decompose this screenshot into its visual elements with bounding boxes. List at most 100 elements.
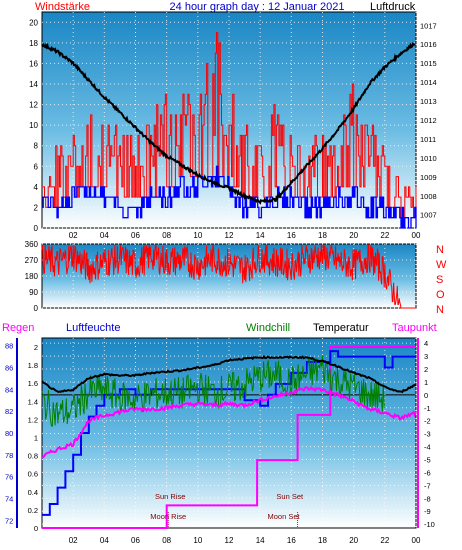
temperatur-tick-label: -1 [424,404,431,413]
windstaerke-tick-label: 14 [29,80,38,89]
luftfeuchte-series [42,350,416,516]
luftfeuchte-tick-label: 76 [5,473,13,482]
windstaerke-label: Windstärke [35,1,90,13]
temperatur-tick-label: -2 [424,417,431,426]
direction-tick-label: 360 [25,240,39,249]
time-tick-label: 18 [318,231,327,240]
time-tick-label: 14 [256,231,265,240]
temperature-humidity-plot-area [41,337,417,529]
windstaerke-tick-label: 2 [34,203,39,212]
time-tick-label: 04 [100,231,109,240]
time-tick-label: 06 [131,536,140,545]
temperature-humidity-series [41,346,417,529]
time-tick-label: 20 [349,536,358,545]
regen-tick-label: 1.2 [28,415,38,424]
luftfeuchte-tick-label: 82 [5,407,13,416]
windstaerke-tick-label: 4 [34,183,39,192]
luftdruck-tick-label: 1011 [420,135,436,144]
windstaerke-tick-label: 0 [34,224,39,233]
time-tick-label: 00 [412,536,421,545]
time-axis-ticks-bottom: 02 04 06 08 10 12 14 16 18 20 22 00 [69,536,421,545]
time-tick-label: 12 [225,536,234,545]
windstaerke-tick-label: 6 [34,162,39,171]
time-tick-label: 22 [380,231,389,240]
regen-tick-label: 1.8 [28,361,38,370]
time-tick-label: 12 [225,231,234,240]
luftdruck-tick-label: 1014 [420,78,437,87]
moon-set-label: Moon Set [267,512,300,521]
compass-label: N [436,304,444,316]
regen-tick-label: 0 [34,524,38,533]
direction-tick-label: 0 [34,304,39,313]
temperatur-tick-label: 0 [424,391,428,400]
windstaerke-tick-label: 18 [29,39,38,48]
time-tick-label: 10 [193,536,202,545]
time-axis-ticks: 02 04 06 08 10 12 14 16 18 20 22 00 [69,231,421,240]
temperatur-tick-label: -10 [424,520,435,529]
taupunkt-series [41,385,417,459]
sun-moon-markers: Sun Rise Moon Rise Sun Set Moon Set [150,492,304,528]
windchill-label: Windchill [246,322,290,334]
time-tick-label: 04 [100,536,109,545]
luftdruck-tick-label: 1010 [420,154,437,163]
windchill-series [41,355,385,427]
regen-label: Regen [2,322,34,334]
time-tick-label: 18 [318,536,327,545]
temperatur-tick-label: 4 [424,339,428,348]
temperatur-series [41,355,417,394]
temperatur-tick-label: -5 [424,455,431,464]
regen-tick-label: 0.4 [28,488,38,497]
luftdruck-tick-label: 1008 [420,192,437,201]
luftdruck-tick-label: 1016 [420,40,437,49]
luftfeuchte-axis-ticks: 72 74 76 78 80 82 84 86 88 [5,342,13,526]
luftdruck-tick-label: 1015 [420,59,437,68]
luftfeuchte-tick-label: 72 [5,516,13,525]
luftfeuchte-tick-label: 78 [5,451,13,460]
time-tick-label: 22 [380,536,389,545]
temperatur-axis-ticks: 4 3 2 1 0 -1 -2 -3 -4 -5 -6 -7 -8 -9 -10 [424,339,435,529]
luftdruck-tick-label: 1009 [420,173,437,182]
regen-axis-ticks: 0 0.2 0.4 0.6 0.8 1 1.2 1.4 1.6 1.8 2 [28,343,38,533]
windstaerke-tick-label: 20 [29,18,38,27]
temperatur-tick-label: -8 [424,494,431,503]
compass-label: O [436,289,445,301]
direction-tick-label: 270 [25,256,39,265]
windstaerke-tick-label: 16 [29,59,38,68]
time-tick-label: 20 [349,231,358,240]
luftfeuchte-tick-label: 88 [5,342,13,351]
windstaerke-tick-label: 10 [29,121,38,130]
direction-degree-ticks: 0 90 180 270 360 [25,240,39,313]
compass-label: W [436,259,447,271]
regen-tick-label: 1.4 [28,397,38,406]
luftfeuchte-tick-label: 80 [5,429,13,438]
wind-pressure-series [41,32,417,229]
temperatur-label: Temperatur [313,322,369,334]
time-tick-label: 02 [69,536,78,545]
time-tick-label: 16 [287,536,296,545]
time-tick-label: 16 [287,231,296,240]
time-tick-label: 08 [162,536,171,545]
time-tick-label: 00 [412,231,421,240]
luftdruck-label: Luftdruck [370,1,416,13]
windstaerke-tick-label: 12 [29,101,38,110]
luftfeuchte-tick-label: 86 [5,363,13,372]
compass-label: S [436,274,443,286]
luftfeuchte-tick-label: 74 [5,495,13,504]
windstaerke-min-series [42,165,417,229]
sun-set-label: Sun Set [276,492,304,501]
windrichtung-series [41,242,416,309]
windstaerke-axis-ticks: 0 2 4 6 8 10 12 14 16 18 20 [29,18,38,233]
taupunkt-label: Taupunkt [392,322,437,334]
temperatur-tick-label: -7 [424,481,431,490]
temperatur-tick-label: -4 [424,443,431,452]
direction-tick-label: 90 [29,288,38,297]
luftfeuchte-label: Luftfeuchte [66,322,120,334]
luftdruck-series [41,42,416,205]
regen-tick-label: 1.6 [28,379,38,388]
regen-tick-label: 2 [34,343,38,352]
luftdruck-tick-label: 1007 [420,211,437,220]
